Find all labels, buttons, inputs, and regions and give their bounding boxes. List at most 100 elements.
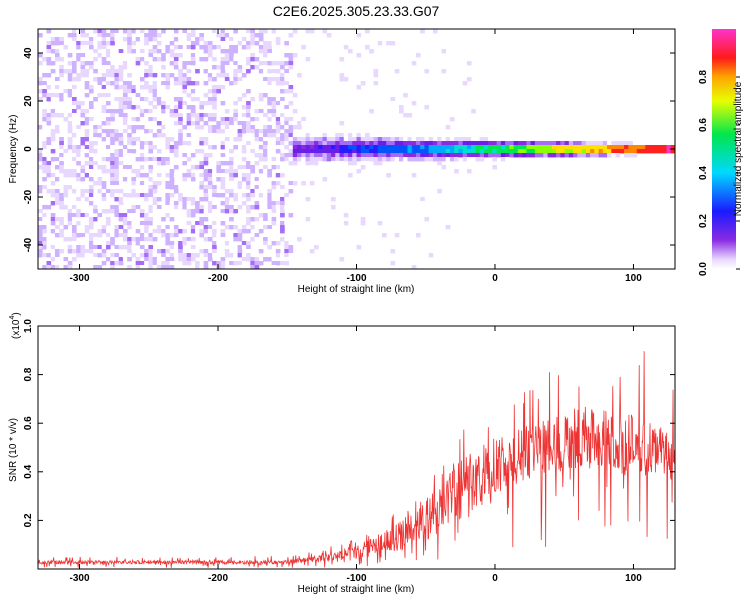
spectrogram-cell <box>607 153 612 158</box>
spectrogram-cell <box>224 77 230 82</box>
spectrogram-cell <box>241 261 247 266</box>
spectrogram-cell <box>173 29 179 34</box>
spectrogram-cell <box>101 89 107 94</box>
spectrogram-cell <box>280 205 285 210</box>
spectrogram-cell <box>309 161 315 166</box>
spectrogram-cell <box>284 81 289 86</box>
spectrogram-cell <box>59 153 64 158</box>
spectrogram-cell <box>449 253 455 258</box>
spectrogram-cell <box>144 57 149 62</box>
spectrogram-cell <box>63 225 69 230</box>
spectrogram-cell <box>110 229 115 234</box>
spectrogram-cell <box>207 153 213 158</box>
spectrogram-cell <box>233 129 238 134</box>
spectrogram-cell <box>233 161 238 166</box>
spectrogram-cell <box>165 49 171 54</box>
spectrogram-cell <box>182 89 188 94</box>
spectrogram-cell <box>432 149 438 154</box>
spectrogram-cell <box>373 73 379 78</box>
spectrogram-cell <box>105 229 111 234</box>
spectrogram-cell <box>165 125 171 130</box>
spectrogram-cell <box>263 125 268 130</box>
spectrogram-cell <box>568 153 574 158</box>
spectrogram-cell <box>195 157 200 162</box>
spectrogram-cell <box>80 165 86 170</box>
spectrogram-cell <box>505 141 510 146</box>
spectrogram-cell <box>190 57 196 62</box>
spectrogram-cell <box>173 45 179 50</box>
spectrogram-cell <box>80 193 86 198</box>
spectrogram-cell <box>50 85 56 90</box>
spectrogram-cell <box>152 85 158 90</box>
spectrogram-cell <box>161 265 166 269</box>
spectrogram-cell <box>212 29 217 34</box>
spectrogram-cell <box>216 45 222 50</box>
spectrogram-cell <box>118 177 124 182</box>
spectrogram-cell <box>165 105 171 110</box>
spectrogram-cell <box>182 261 188 266</box>
spectrogram-cell <box>97 189 103 194</box>
spectrogram-cell <box>246 53 251 58</box>
spectrogram-cell <box>556 141 561 146</box>
spectrogram-cell <box>139 261 145 266</box>
spectrogram-cell <box>339 157 345 162</box>
spectrogram-cell <box>407 145 413 150</box>
spectrogram-cell <box>71 173 77 178</box>
spectrogram-cell <box>178 37 183 42</box>
spectrogram-cell <box>216 193 222 198</box>
spectrogram-cell <box>195 165 200 170</box>
spectrogram-cell <box>560 149 565 154</box>
spectrogram-cell <box>127 205 132 210</box>
spectrogram-cell <box>156 177 162 182</box>
spectrogram-cell <box>42 129 47 134</box>
spectrogram-cell <box>182 145 188 150</box>
spectrogram-cell <box>267 109 272 114</box>
spectrogram-cell <box>156 97 162 102</box>
spectrogram-cell <box>229 185 234 190</box>
spectrogram-cell <box>207 177 213 182</box>
spectrogram-cell <box>233 101 238 106</box>
spectrogram-cell <box>42 73 47 78</box>
spectrogram-cell <box>246 125 251 130</box>
spectrogram-cell <box>152 261 158 266</box>
spectrogram-cell <box>105 241 111 246</box>
spectrogram-cell <box>105 41 111 46</box>
spectrogram-cell <box>212 85 217 90</box>
spectrogram-cell <box>84 253 90 258</box>
spectrogram-cell <box>76 221 81 226</box>
spectrogram-cell <box>271 201 277 206</box>
spectrogram-cell <box>288 181 294 186</box>
spectrogram-cell <box>169 97 175 102</box>
spectrogram-cell <box>611 149 616 154</box>
spectrogram-cell <box>598 141 604 146</box>
spectrogram-cell <box>161 57 166 62</box>
spectrogram-cell <box>534 145 540 150</box>
spectrogram-cell <box>267 197 272 202</box>
spectrogram-cell <box>186 45 192 50</box>
spectrogram-cell <box>110 165 115 170</box>
spectrogram-cell <box>71 29 77 34</box>
spectrogram-cell <box>411 57 417 62</box>
spectrogram-cell <box>543 149 548 154</box>
spectrogram-cell <box>88 137 94 142</box>
spectrogram-cell <box>377 157 383 162</box>
spectrogram-cell <box>568 149 574 154</box>
spectrogram-cell <box>182 161 188 166</box>
spectrogram-cell <box>267 221 272 226</box>
spectrogram-cell <box>288 149 294 154</box>
spectrogram-cell <box>348 153 353 158</box>
spectrogram-cell <box>258 185 264 190</box>
spectrogram-cell <box>229 225 234 230</box>
spectrogram-cell <box>186 237 192 242</box>
spectrogram-cell <box>173 201 179 206</box>
spectrogram-cell <box>271 185 277 190</box>
spectrogram-cell <box>59 233 64 238</box>
spectrogram-cell <box>63 97 69 102</box>
spectrogram-cell <box>241 169 247 174</box>
spectrogram-cell <box>165 73 171 78</box>
spectrogram-cell <box>297 197 302 202</box>
spectrogram-cell <box>127 97 132 102</box>
spectrogram-cell <box>165 225 171 230</box>
spectrogram-cell <box>224 249 230 254</box>
